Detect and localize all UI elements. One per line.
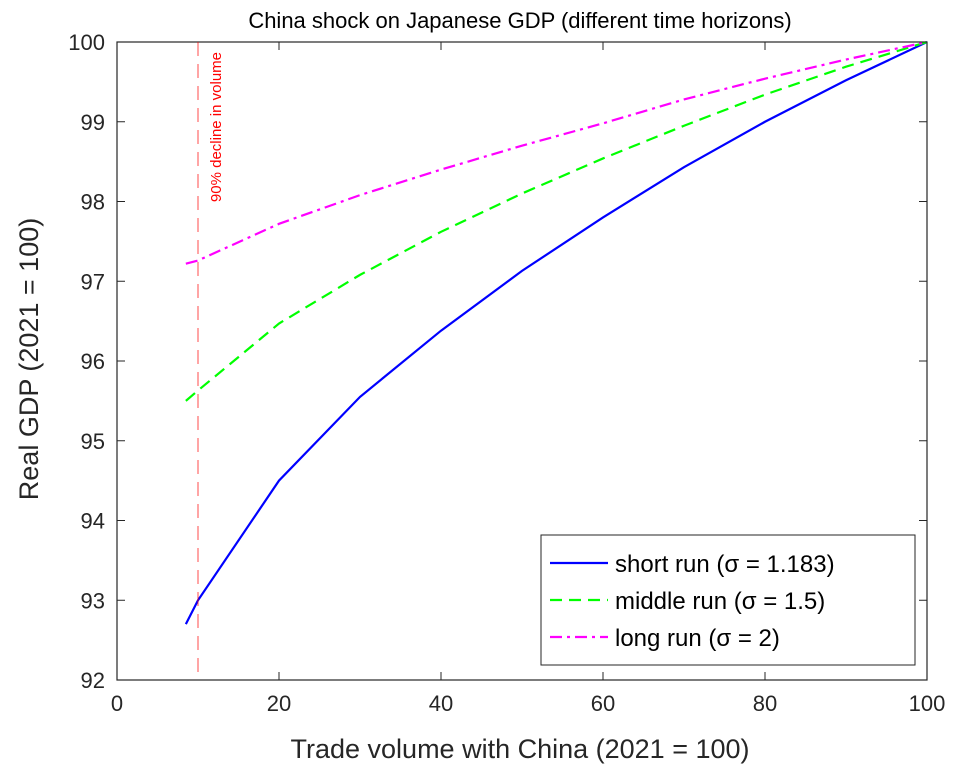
legend-entry-2: middle run (σ = 1.5) <box>615 588 825 615</box>
legend-entry-3: long run (σ = 2) <box>615 625 780 652</box>
x-tick-label: 60 <box>591 691 615 716</box>
reference-vline-label: 90% decline in volume <box>208 52 225 202</box>
chart-title: China shock on Japanese GDP (different t… <box>248 8 791 33</box>
legend-entry-1: short run (σ = 1.183) <box>615 551 835 578</box>
y-tick-label: 97 <box>81 269 105 294</box>
x-axis-ticks: 0 20 40 60 80 100 <box>111 42 945 716</box>
y-tick-label: 100 <box>68 30 105 55</box>
x-tick-label: 100 <box>909 691 946 716</box>
x-tick-label: 40 <box>429 691 453 716</box>
series-line-3 <box>185 40 928 265</box>
x-tick-label: 20 <box>267 691 291 716</box>
y-axis-ticks: 92 93 94 95 96 97 98 99 100 <box>68 30 927 693</box>
series-line-2 <box>185 40 928 402</box>
annotation-layer: 90% decline in volume <box>197 42 225 680</box>
y-tick-label: 95 <box>81 429 105 454</box>
legend-box <box>540 534 916 666</box>
x-tick-label: 0 <box>111 691 123 716</box>
series-layer <box>184 40 928 625</box>
y-tick-label: 99 <box>81 110 105 135</box>
legend: short run (σ = 1.183) middle run (σ = 1.5… <box>540 534 916 666</box>
y-tick-label: 94 <box>81 509 105 534</box>
y-tick-label: 96 <box>81 349 105 374</box>
y-tick-label: 93 <box>81 588 105 613</box>
x-tick-label: 80 <box>753 691 777 716</box>
y-tick-label: 92 <box>81 668 105 693</box>
series-line-1 <box>184 41 928 625</box>
y-tick-label: 98 <box>81 190 105 215</box>
x-axis-label: Trade volume with China (2021 = 100) <box>291 734 750 764</box>
y-axis-label: Real GDP (2021 = 100) <box>14 218 44 500</box>
